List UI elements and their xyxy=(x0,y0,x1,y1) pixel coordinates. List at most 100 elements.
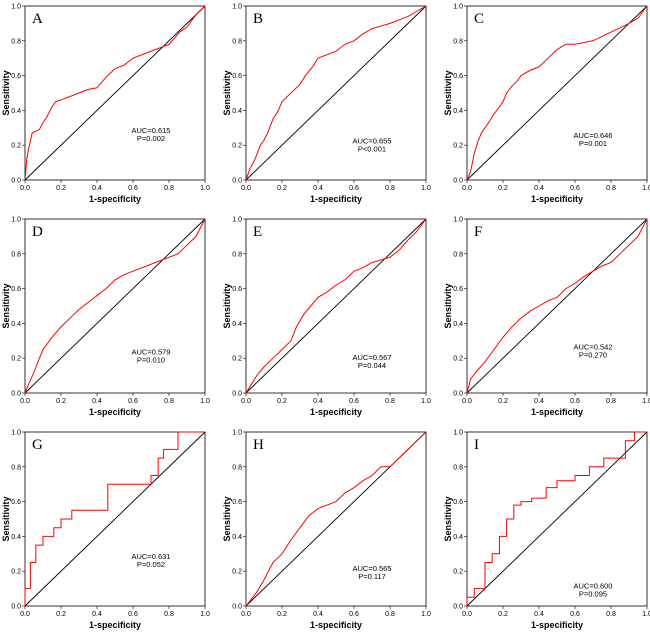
x-axis-label: 1-specificity xyxy=(89,194,141,204)
y-tick-label: 1.0 xyxy=(11,430,21,437)
x-tick-label: 0.4 xyxy=(92,398,102,405)
x-tick-label: 0.8 xyxy=(606,398,616,405)
panel-letter: A xyxy=(32,11,43,27)
y-tick-label: 0.2 xyxy=(232,569,242,576)
y-tick-label: 0.0 xyxy=(11,604,21,611)
x-tick-label: 0.4 xyxy=(534,185,544,192)
panel-h: 0.0 0.2 0.4 0.6 0.8 1.0 0.0 0.2 0.4 0.6 0.8 1.0 1-sp… xyxy=(222,430,431,631)
x-tick-label: 0.6 xyxy=(570,398,580,405)
reference-line-d xyxy=(24,218,206,394)
p-value-annotation: P=0.052 xyxy=(137,560,165,569)
y-tick-label: 1.0 xyxy=(232,430,242,437)
x-axis-label: 1-specificity xyxy=(310,407,362,417)
y-tick-label: 0.6 xyxy=(453,73,463,80)
y-axis-label: Sensitivity xyxy=(1,283,11,328)
panel-i: 0.0 0.2 0.4 0.6 0.8 1.0 0.0 0.2 0.4 0.6 0.8 1.0 1-sp… xyxy=(443,430,650,631)
x-axis-label: 1-specificity xyxy=(531,407,583,417)
y-tick-label: 0.6 xyxy=(11,73,21,80)
y-axis-label: Sensitivity xyxy=(443,496,453,541)
y-tick-label: 0.6 xyxy=(453,286,463,293)
panel-g: 0.0 0.2 0.4 0.6 0.8 1.0 0.0 0.2 0.4 0.6 0.8 1.0 1-sp… xyxy=(1,430,210,631)
panel-letter: F xyxy=(474,224,482,240)
y-axis-label: Sensitivity xyxy=(443,283,453,328)
y-tick-label: 0.6 xyxy=(232,73,242,80)
x-tick-label: 0.6 xyxy=(349,185,359,192)
auc-annotation: AUC=0.542 xyxy=(574,343,613,352)
reference-line-i xyxy=(466,431,648,607)
y-tick-label: 0.6 xyxy=(232,499,242,506)
y-tick-label: 0.4 xyxy=(11,108,21,115)
y-tick-label: 0.6 xyxy=(453,499,463,506)
y-tick-label: 1.0 xyxy=(453,217,463,224)
reference-line-a xyxy=(24,5,206,181)
y-tick-label: 0.8 xyxy=(232,38,242,45)
y-tick-label: 0.2 xyxy=(11,569,21,576)
y-tick-label: 0.0 xyxy=(453,604,463,611)
y-tick-label: 0.6 xyxy=(11,499,21,506)
panel-letter: E xyxy=(253,224,262,240)
x-tick-label: 0.2 xyxy=(56,398,66,405)
y-tick-label: 0.2 xyxy=(453,356,463,363)
roc-curve-d xyxy=(24,218,206,394)
x-tick-label: 0.4 xyxy=(313,185,323,192)
x-tick-label: 1.0 xyxy=(421,185,431,192)
x-tick-label: 0.6 xyxy=(349,398,359,405)
x-tick-label: 1.0 xyxy=(200,611,210,618)
x-tick-label: 0.4 xyxy=(534,611,544,618)
roc-curve-h xyxy=(245,431,427,607)
x-tick-label: 0.2 xyxy=(498,398,508,405)
x-tick-label: 0.8 xyxy=(164,611,174,618)
p-value-annotation: P=0.117 xyxy=(358,572,386,581)
x-tick-label: 0.0 xyxy=(20,611,30,618)
y-axis-label: Sensitivity xyxy=(222,283,232,328)
x-tick-label: 0.6 xyxy=(128,185,138,192)
y-tick-label: 0.6 xyxy=(232,286,242,293)
roc-curve-a xyxy=(24,5,206,181)
y-tick-label: 0.0 xyxy=(232,178,242,185)
p-value-annotation: P=0.010 xyxy=(137,356,165,365)
y-tick-label: 0.4 xyxy=(232,321,242,328)
x-tick-label: 0.2 xyxy=(498,611,508,618)
y-tick-label: 0.0 xyxy=(11,391,21,398)
y-axis-label: Sensitivity xyxy=(1,496,11,541)
x-tick-label: 0.4 xyxy=(534,398,544,405)
y-tick-label: 0.6 xyxy=(11,286,21,293)
y-tick-label: 0.2 xyxy=(11,356,21,363)
x-axis-label: 1-specificity xyxy=(531,194,583,204)
p-value-annotation: P=0.001 xyxy=(579,139,607,148)
y-tick-label: 0.4 xyxy=(453,321,463,328)
x-tick-label: 0.0 xyxy=(20,398,30,405)
y-tick-label: 1.0 xyxy=(453,4,463,11)
y-tick-label: 1.0 xyxy=(11,4,21,11)
y-axis-label: Sensitivity xyxy=(1,70,11,115)
x-tick-label: 0.4 xyxy=(313,611,323,618)
x-tick-label: 0.4 xyxy=(92,611,102,618)
x-tick-label: 0.2 xyxy=(277,611,287,618)
y-tick-label: 0.2 xyxy=(232,356,242,363)
reference-line-e xyxy=(245,218,427,394)
x-tick-label: 1.0 xyxy=(642,398,650,405)
y-tick-label: 0.4 xyxy=(11,534,21,541)
x-tick-label: 0.0 xyxy=(241,611,251,618)
x-tick-label: 0.0 xyxy=(20,185,30,192)
panel-d: 0.0 0.2 0.4 0.6 0.8 1.0 0.0 0.2 0.4 0.6 0.8 1.0 1-sp… xyxy=(1,217,210,418)
y-tick-label: 0.8 xyxy=(232,251,242,258)
x-tick-label: 1.0 xyxy=(642,611,650,618)
y-tick-label: 0.8 xyxy=(232,464,242,471)
x-tick-label: 0.8 xyxy=(385,611,395,618)
y-tick-label: 0.4 xyxy=(453,108,463,115)
reference-line-g xyxy=(24,431,206,607)
auc-annotation: AUC=0.567 xyxy=(353,353,392,362)
x-axis-label: 1-specificity xyxy=(89,407,141,417)
x-tick-label: 0.8 xyxy=(606,611,616,618)
x-tick-label: 1.0 xyxy=(421,611,431,618)
x-tick-label: 0.8 xyxy=(385,398,395,405)
y-tick-label: 1.0 xyxy=(232,217,242,224)
x-tick-label: 0.2 xyxy=(277,398,287,405)
auc-annotation: AUC=0.655 xyxy=(353,136,392,145)
p-value-annotation: P=0.095 xyxy=(579,590,607,599)
y-tick-label: 0.4 xyxy=(11,321,21,328)
y-tick-label: 0.4 xyxy=(232,534,242,541)
x-tick-label: 0.8 xyxy=(164,185,174,192)
